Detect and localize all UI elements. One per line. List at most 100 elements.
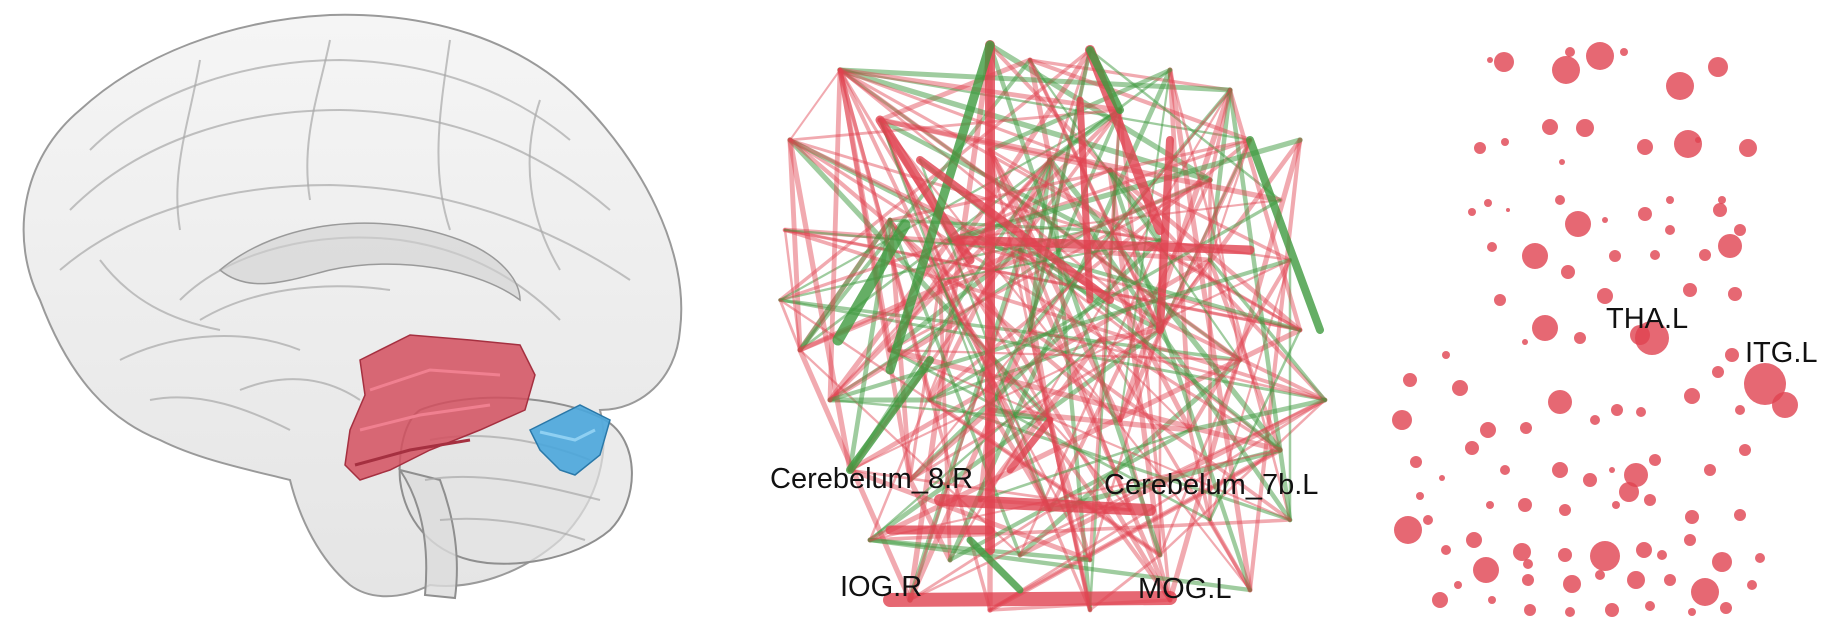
strong-positive-edge <box>1076 96 1094 304</box>
node-dot <box>1636 542 1652 558</box>
positive-edge <box>907 327 1033 603</box>
strong-positive-edge <box>883 591 1177 607</box>
node-dot <box>1466 532 1482 548</box>
node-dot <box>1520 422 1532 434</box>
node-dot <box>1739 444 1751 456</box>
positive-edge <box>1047 417 1093 563</box>
network-labels: Cerebelum_8.R Cerebelum_7b.L IOG.R MOG.L <box>770 463 1318 605</box>
node-dot <box>1494 52 1514 72</box>
negative-edge <box>1187 397 1328 433</box>
strong-negative-edge <box>885 40 995 375</box>
positive-edge <box>1208 178 1242 362</box>
node-dot <box>1734 509 1746 521</box>
negative-edge <box>778 108 1122 302</box>
positive-edge <box>838 68 992 612</box>
node-dot <box>1522 243 1548 269</box>
node-dot <box>1558 548 1572 562</box>
negative-edge <box>1158 138 1252 332</box>
node-dot <box>1555 195 1565 205</box>
node-dot <box>1772 392 1798 418</box>
node-dot <box>1744 363 1786 405</box>
node-dot <box>1602 217 1608 223</box>
node-dot <box>1586 42 1614 70</box>
node-dot <box>1734 224 1746 236</box>
positive-edge <box>988 148 1132 512</box>
label-tha-l: THA.L <box>1606 303 1688 335</box>
node-dot <box>1500 465 1510 475</box>
positive-edge <box>1027 57 1053 163</box>
node-dot <box>1501 138 1509 146</box>
positive-edge <box>789 69 841 141</box>
positive-edge <box>908 88 1232 482</box>
node-dot <box>1416 492 1424 500</box>
positive-edge <box>797 347 913 603</box>
node-dot <box>1695 137 1701 143</box>
node-dot <box>1565 47 1575 57</box>
positive-edge <box>977 337 1103 503</box>
node-dot <box>1452 380 1468 396</box>
negative-edge <box>1107 167 1163 243</box>
node-dot <box>1619 482 1639 502</box>
negative-edge <box>887 247 1023 353</box>
node-dot <box>1609 467 1615 473</box>
node-dot <box>1392 410 1412 430</box>
node-dot <box>1522 574 1534 586</box>
node-dot <box>1590 415 1600 425</box>
positive-edge <box>787 137 803 353</box>
node-dot <box>1712 552 1732 572</box>
negative-edge <box>928 338 1102 402</box>
node-dot <box>1664 574 1676 586</box>
label-itg-l: ITG.L <box>1745 337 1818 369</box>
node-dot <box>1595 570 1605 580</box>
node-dot <box>1559 504 1571 516</box>
positive-edge <box>1028 58 1232 92</box>
strong-positive-edge <box>875 115 975 265</box>
positive-edge <box>1097 327 1163 343</box>
node-dot <box>1441 545 1451 555</box>
node-dot <box>1468 208 1476 216</box>
node-dot <box>1649 454 1661 466</box>
strong-positive-edge <box>1006 416 1054 474</box>
nodes-panel: THA.L ITG.L <box>1340 0 1832 622</box>
node-dot <box>1465 441 1479 455</box>
strong-negative-edge <box>846 356 934 474</box>
node-dot <box>1523 559 1533 569</box>
positive-edge <box>1028 328 1327 402</box>
positive-edge <box>837 67 893 353</box>
node-dot <box>1410 456 1422 468</box>
positive-edge <box>1207 257 1283 453</box>
positive-edge <box>988 148 1302 332</box>
positive-edge <box>1158 398 1327 557</box>
node-dot <box>1583 473 1597 487</box>
node-dot <box>1624 463 1648 487</box>
node-dot <box>1590 541 1620 571</box>
node-dot <box>1688 608 1696 616</box>
node-dot <box>1609 250 1621 262</box>
node-dot <box>1548 390 1572 414</box>
positive-edge <box>1247 137 1303 593</box>
positive-edge <box>988 148 1252 592</box>
node-dot <box>1683 283 1697 297</box>
positive-edge <box>778 298 802 352</box>
negative-edge <box>978 428 1192 502</box>
node-dot <box>1666 196 1674 204</box>
red-region <box>344 334 536 481</box>
negative-edge <box>1088 48 1282 202</box>
positive-edge <box>827 67 843 403</box>
node-dot <box>1439 475 1445 481</box>
node-dot <box>1636 407 1646 417</box>
positive-edge <box>1017 247 1173 603</box>
node-dot <box>1718 196 1726 204</box>
positive-edge <box>887 217 1173 603</box>
node-dot <box>1494 294 1506 306</box>
positive-edge <box>1017 247 1053 423</box>
blue-region <box>528 404 611 476</box>
positive-edge <box>837 67 933 403</box>
negative-edge <box>1208 328 1302 522</box>
strong-positive-edge <box>955 235 1255 255</box>
label-iog-r: IOG.R <box>840 571 922 603</box>
node-dot <box>1542 119 1558 135</box>
positive-edge <box>1208 518 1252 592</box>
positive-edge <box>1047 417 1093 613</box>
node-dot <box>1657 550 1667 560</box>
